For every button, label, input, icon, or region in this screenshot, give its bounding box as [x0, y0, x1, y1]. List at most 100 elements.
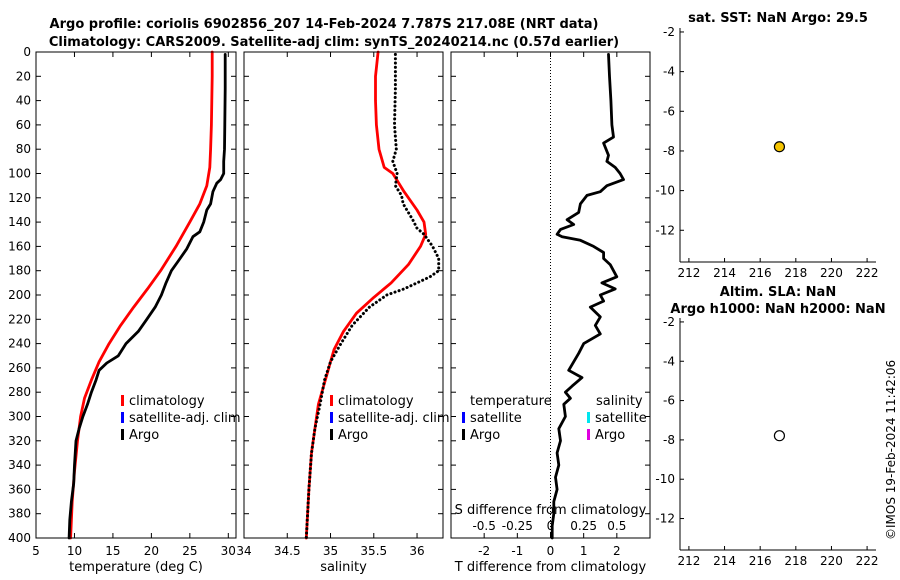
sst_map-ytick-label-5: -12	[655, 223, 675, 237]
sst_map-xtick-label-3: 218	[784, 266, 807, 280]
salinity-xtick-label-2: 35	[323, 544, 338, 558]
sst_map-point-0	[773, 141, 786, 153]
difference-axes-frame	[450, 51, 651, 539]
sla-map-title: Altim. SLA: NaN	[720, 285, 836, 300]
difference-legend-temp-argo-swatch	[462, 429, 465, 440]
salinity-legend-2-swatch	[330, 429, 333, 440]
depth-tick-label-5: 100	[8, 167, 31, 181]
sst_map-ytick-label-1: -4	[663, 65, 675, 79]
depth-tick-label-19: 380	[8, 507, 31, 521]
difference-xlabel: T difference from climatology	[454, 560, 647, 575]
salinity-legend-1-label: satellite-adj. clim	[338, 411, 450, 426]
difference-top-tick-label-3: 0.25	[570, 519, 597, 533]
salinity-legend-2-label: Argo	[338, 428, 368, 443]
depth-tick-label-12: 240	[8, 337, 31, 351]
depth-tick-label-16: 320	[8, 434, 31, 448]
depth-tick-label-10: 200	[8, 288, 31, 302]
temperature-xtick-label-3: 20	[144, 544, 159, 558]
sst_map-xtick-label-0: 212	[677, 266, 700, 280]
header-line-2: Climatology: CARS2009. Satellite-adj cli…	[49, 35, 619, 50]
sla_map-xtick-label-5: 222	[856, 554, 879, 568]
sla_map-ytick-label-1: -4	[663, 354, 675, 368]
depth-tick-label-7: 140	[8, 215, 31, 229]
sla_map-xtick-label-3: 218	[784, 554, 807, 568]
difference-series-0-line	[550, 53, 625, 540]
salinity-legend-1-swatch	[330, 412, 333, 423]
salinity-series-1-line	[304, 52, 441, 540]
difference-top-xlabel: S difference from climatology	[455, 503, 647, 518]
sla_map-ytick-label-3: -8	[663, 433, 675, 447]
depth-tick-label-3: 60	[16, 118, 31, 132]
sla_map-point-0	[773, 430, 786, 442]
difference-legend-salinity-title: salinity	[596, 394, 643, 409]
depth-tick-label-9: 180	[8, 264, 31, 278]
depth-tick-label-14: 280	[8, 385, 31, 399]
difference-legend-temperature-title: temperature	[470, 394, 552, 409]
depth-tick-label-15: 300	[8, 410, 31, 424]
difference-xtick-label-3: 1	[580, 544, 588, 558]
temperature-axes-frame	[35, 51, 237, 539]
difference-xtick-label-2: 0	[547, 544, 555, 558]
depth-tick-label-4: 80	[16, 142, 31, 156]
sst_map-xtick-label-4: 220	[820, 266, 843, 280]
imos-watermark: ©IMOS 19-Feb-2024 11:42:06	[884, 360, 898, 540]
sst_map-ytick-label-4: -10	[655, 184, 675, 198]
difference-top-tick-label-1: -0.25	[502, 519, 533, 533]
sla-map-subtitle: Argo h1000: NaN h2000: NaN	[670, 302, 885, 317]
sst-map-title: sat. SST: NaN Argo: 29.5	[688, 11, 868, 26]
temperature-legend-0-swatch	[121, 395, 124, 406]
sst_map-xtick-label-2: 216	[749, 266, 772, 280]
temperature-legend-1-swatch	[121, 412, 124, 423]
depth-tick-label-8: 160	[8, 239, 31, 253]
depth-tick-label-1: 20	[16, 69, 31, 83]
salinity-legend-0-swatch	[330, 395, 333, 406]
salinity-xtick-label-4: 36	[409, 544, 424, 558]
depth-tick-label-18: 360	[8, 482, 31, 496]
temperature-legend-1-label: satellite-adj. clim	[129, 411, 241, 426]
sla_map-ytick-label-5: -12	[655, 512, 675, 526]
salinity-axes-frame	[243, 51, 444, 539]
temperature-series-1-line	[67, 53, 227, 540]
difference-xtick-label-1: -1	[511, 544, 523, 558]
sst_map-xtick-label-5: 222	[856, 266, 879, 280]
sst_map-ytick-label-2: -6	[663, 104, 675, 118]
sla_map-xtick-label-4: 220	[820, 554, 843, 568]
temperature-legend-0-label: climatology	[129, 394, 205, 409]
difference-legend-temp-satellite-label: satellite	[470, 411, 522, 426]
sla_map-ytick-label-0: -2	[663, 315, 675, 329]
difference-legend-sal-argo-swatch	[587, 429, 590, 440]
difference-legend-temp-argo-label: Argo	[470, 428, 500, 443]
sla_map-xtick-label-2: 216	[749, 554, 772, 568]
sla_map-xtick-label-0: 212	[677, 554, 700, 568]
temperature-xlabel: temperature (deg C)	[69, 560, 203, 575]
temperature-legend-2-label: Argo	[129, 428, 159, 443]
difference-legend-temp-satellite-swatch	[462, 412, 465, 423]
difference-top-tick-label-2: 0	[547, 519, 555, 533]
temperature-xtick-label-1: 10	[67, 544, 82, 558]
salinity-plot-area	[244, 52, 443, 538]
sst_map-xtick-label-1: 214	[713, 266, 736, 280]
sla_map-ytick-label-4: -10	[655, 472, 675, 486]
depth-tick-label-6: 120	[8, 191, 31, 205]
difference-xtick-label-0: -2	[478, 544, 490, 558]
depth-tick-label-2: 40	[16, 94, 31, 108]
difference-top-tick-label-0: -0.5	[472, 519, 495, 533]
header-line-1: Argo profile: coriolis 6902856_207 14-Fe…	[50, 17, 599, 32]
sst_map-ytick-label-3: -8	[663, 144, 675, 158]
depth-tick-label-20: 400	[8, 531, 31, 545]
temperature-legend-2-swatch	[121, 429, 124, 440]
temperature-xtick-label-5: 30	[221, 544, 236, 558]
temperature-xtick-label-4: 25	[182, 544, 197, 558]
depth-tick-label-17: 340	[8, 458, 31, 472]
difference-top-tick-label-4: 0.5	[607, 519, 626, 533]
difference-legend-sal-argo-label: Argo	[595, 428, 625, 443]
salinity-legend-0-label: climatology	[338, 394, 414, 409]
difference-xtick-label-4: 2	[613, 544, 621, 558]
sst_map-ytick-label-0: -2	[663, 25, 675, 39]
temperature-plot-area	[36, 52, 236, 538]
temperature-xtick-label-0: 5	[32, 544, 40, 558]
salinity-xtick-label-1: 34.5	[274, 544, 301, 558]
salinity-xtick-label-0: 34	[236, 544, 251, 558]
salinity-xlabel: salinity	[320, 560, 367, 575]
